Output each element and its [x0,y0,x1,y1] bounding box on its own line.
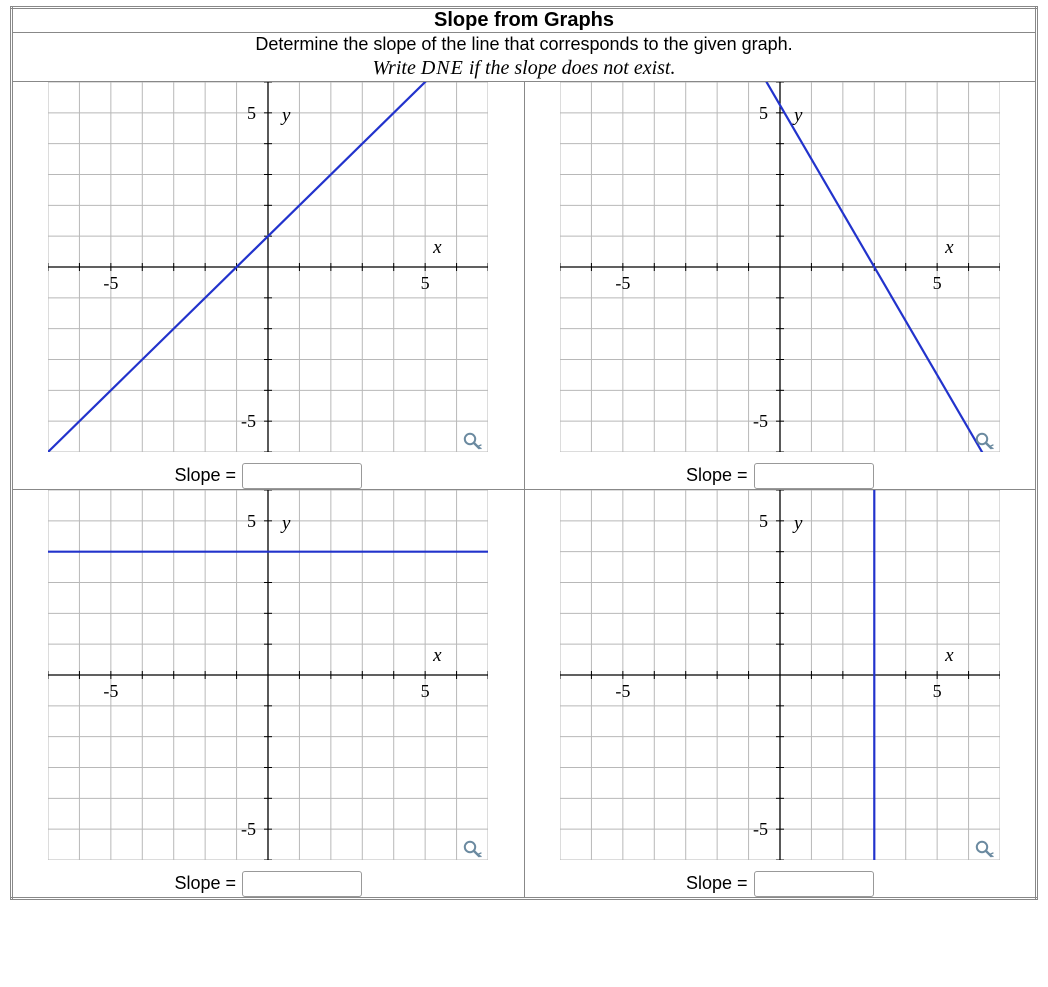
slope-input-1[interactable] [242,463,362,489]
magnify-icon[interactable] [462,839,482,859]
instruction-prefix: Write [373,57,421,79]
graph-cell-4: -5 5 5 -5 x y Slope = [524,489,1037,898]
svg-text:5: 5 [247,102,256,122]
svg-text:-5: -5 [753,411,768,431]
dne-text: DNE [421,57,464,79]
svg-text:5: 5 [932,273,941,293]
svg-text:5: 5 [759,510,768,530]
slope-label: Slope = [686,873,748,894]
instruction-text-1: Determine the slope of the line that cor… [255,34,792,54]
instruction-suffix: if the slope does not exist. [464,57,676,79]
svg-text:y: y [792,512,803,533]
slope-input-3[interactable] [242,871,362,897]
svg-text:y: y [792,104,803,125]
graph-4: -5 5 5 -5 x y [560,490,1000,865]
page-title: Slope from Graphs [12,8,1037,33]
graph-1: -5 5 5 -5 x y [48,82,488,457]
instructions: Determine the slope of the line that cor… [12,33,1037,82]
graph-cell-2: -5 5 5 -5 x y Slope = [524,81,1037,489]
slope-label: Slope = [686,465,748,486]
svg-text:x: x [432,237,442,258]
worksheet-table: Slope from Graphs Determine the slope of… [10,6,1038,900]
svg-text:y: y [280,512,291,533]
svg-text:x: x [944,237,954,258]
svg-text:x: x [944,645,954,666]
svg-text:y: y [280,104,291,125]
svg-text:5: 5 [759,102,768,122]
svg-text:-5: -5 [241,411,256,431]
slope-input-4[interactable] [754,871,874,897]
svg-text:x: x [432,645,442,666]
svg-text:-5: -5 [615,273,630,293]
graph-2: -5 5 5 -5 x y [560,82,1000,457]
svg-text:5: 5 [247,510,256,530]
svg-text:-5: -5 [104,681,119,701]
magnify-icon[interactable] [974,839,994,859]
slope-input-2[interactable] [754,463,874,489]
svg-text:-5: -5 [615,681,630,701]
graph-cell-3: -5 5 5 -5 x y Slope = [12,489,525,898]
graph-cell-1: -5 5 5 -5 x y Slope = [12,81,525,489]
magnify-icon[interactable] [974,431,994,451]
svg-text:-5: -5 [104,273,119,293]
graph-3: -5 5 5 -5 x y [48,490,488,865]
slope-label: Slope = [174,873,236,894]
svg-text:-5: -5 [753,819,768,839]
svg-text:-5: -5 [241,819,256,839]
magnify-icon[interactable] [462,431,482,451]
svg-text:5: 5 [421,681,430,701]
slope-label: Slope = [174,465,236,486]
svg-text:5: 5 [421,273,430,293]
svg-text:5: 5 [932,681,941,701]
